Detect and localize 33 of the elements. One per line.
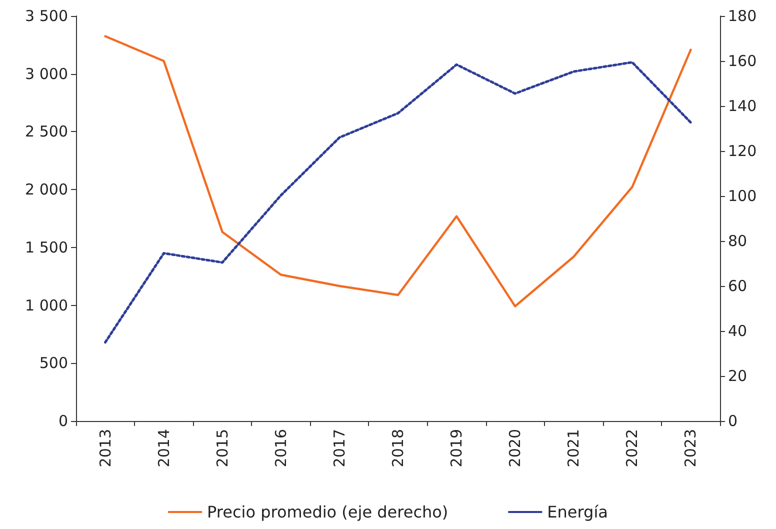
x-tick-label: 2017 — [330, 429, 348, 468]
y-tick-label: 0 — [58, 412, 68, 430]
y2-tick-label: 140 — [728, 97, 757, 115]
y-tick-label: 3 500 — [25, 7, 68, 25]
y-tick-label: 500 — [39, 354, 68, 372]
x-tick-label: 2018 — [389, 429, 407, 468]
x-tick-label: 2014 — [154, 429, 173, 468]
line-series — [104, 35, 692, 308]
y2-tick-label: 120 — [728, 142, 757, 160]
x-tick-label: 2015 — [213, 429, 232, 468]
y2-tick-label: 0 — [728, 412, 738, 430]
y2-tick-label: 180 — [728, 7, 757, 25]
line-series — [104, 61, 692, 344]
x-tick-label: 2021 — [564, 429, 583, 468]
x-tick-label: 2019 — [448, 429, 466, 468]
x-tick-label: 2023 — [682, 429, 700, 468]
x-tick-label: 2016 — [272, 429, 290, 468]
y-tick-label: 2 000 — [25, 180, 68, 199]
y-tick-label: 2 500 — [25, 122, 68, 141]
y-tick-label: 3 000 — [25, 64, 68, 83]
y2-tick-label: 20 — [728, 367, 748, 385]
legend-label: Precio promedio (eje derecho) — [207, 502, 448, 522]
y2-tick-label: 160 — [728, 52, 757, 70]
y-tick-label: 1 000 — [25, 296, 68, 314]
legend-label: Energía — [547, 502, 608, 522]
x-tick-label: 2020 — [506, 429, 524, 468]
y2-tick-label: 40 — [728, 322, 748, 340]
x-tick-label: 2013 — [96, 429, 114, 468]
y2-tick-label: 80 — [728, 232, 748, 250]
y2-tick-label: 100 — [728, 187, 757, 205]
x-tick-label: 2022 — [623, 429, 642, 468]
y2-tick-label: 60 — [728, 277, 748, 295]
y-tick-label: 1 500 — [25, 238, 68, 256]
